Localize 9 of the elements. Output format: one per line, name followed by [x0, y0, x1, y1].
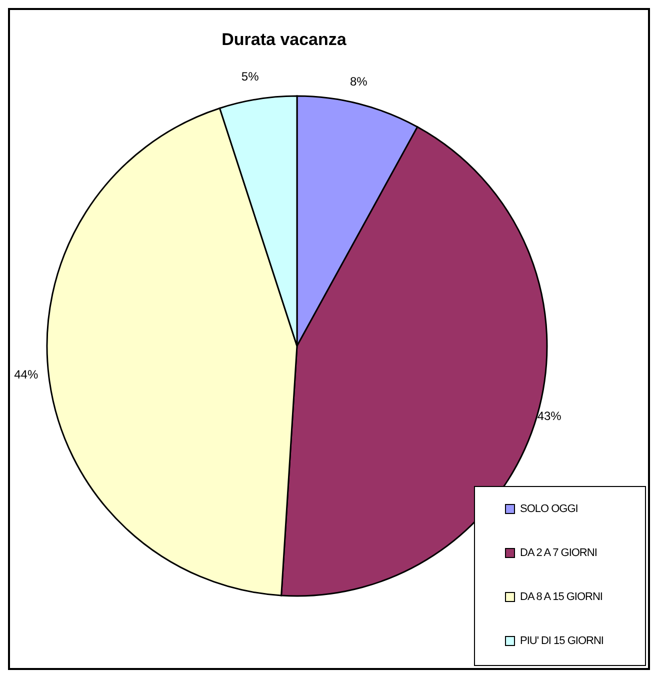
legend-label: DA 2 A 7 GIORNI [520, 547, 597, 559]
data-label: 8% [350, 74, 368, 88]
data-label: 44% [14, 368, 38, 382]
legend-label: PIU' DI 15 GIORNI [520, 635, 604, 647]
chart-title: Durata vacanza [220, 30, 348, 50]
legend-label: DA 8 A 15 GIORNI [520, 591, 602, 603]
data-label: 43% [537, 408, 562, 423]
data-label: 5% [241, 69, 260, 84]
legend-label: SOLO OGGI [520, 503, 578, 515]
